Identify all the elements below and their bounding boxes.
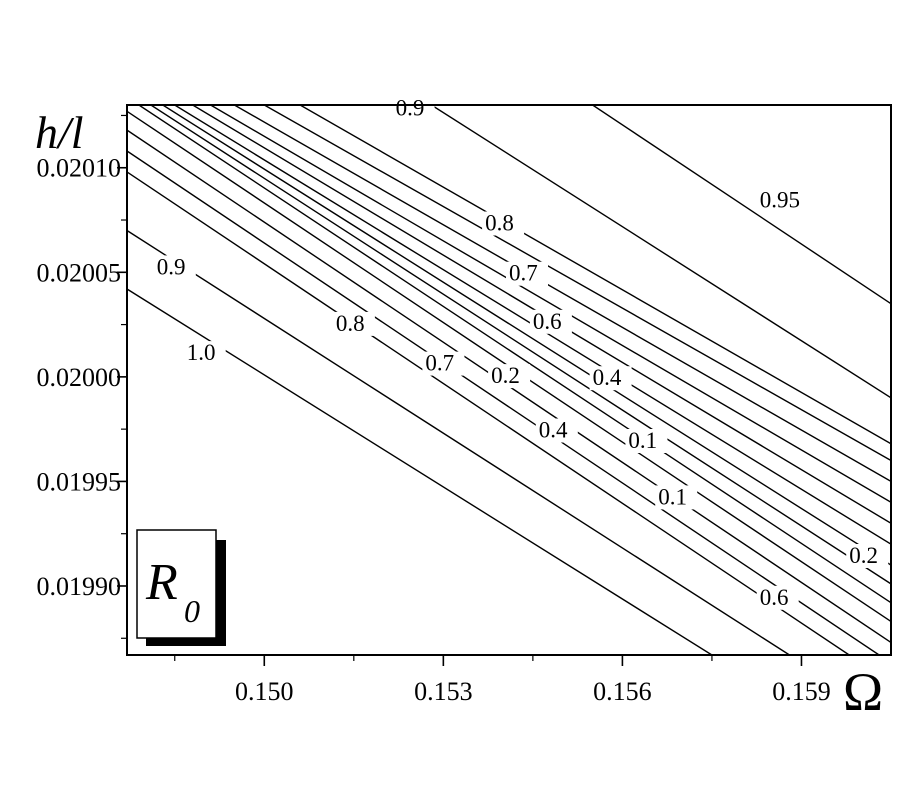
contour-line-14 (263, 105, 891, 462)
contour-line-13 (234, 105, 891, 483)
contour-label-bg-1 (392, 96, 435, 121)
x-tick-label-1: 0.150 (235, 677, 294, 706)
contour-label-16: 0.6 (760, 585, 789, 610)
contour-label-group: 0.9 0.95 0.8 0.7 0.6 0.4 0.9 0.8 1.0 0.7 0.2 0.4 0.1… (153, 96, 889, 610)
contour-label-bg-11 (488, 364, 531, 389)
contour-label-bg-4 (506, 261, 548, 286)
x-tick-label-3: 0.156 (593, 677, 652, 706)
y-tick-label-3: 0.02000 (37, 363, 122, 392)
contour-label-bg-3 (482, 211, 525, 236)
contour-label-bg-14 (655, 485, 698, 510)
contour-label-bg-10 (422, 351, 465, 376)
contour-label-7: 0.9 (157, 254, 186, 279)
contour-line-12 (210, 105, 891, 503)
contour-label-5: 0.6 (533, 309, 562, 334)
y-axis-title: h/l (35, 107, 84, 158)
contour-line-15 (299, 105, 891, 445)
contour-label-bg-9 (183, 341, 226, 366)
contour-label-14: 0.1 (658, 484, 687, 509)
legend-subscript: 0 (184, 593, 200, 629)
contour-line-16 (431, 105, 891, 399)
contour-line-17 (592, 105, 891, 305)
contour-label-bg-15 (846, 544, 889, 568)
contour-label-bg-12 (535, 418, 578, 443)
x-axis-title: Ω (843, 662, 883, 722)
y-tick-label-4: 0.01995 (37, 467, 122, 496)
contour-label-bg-13 (625, 429, 668, 453)
axis-ticks: 0.150 0.153 0.156 0.159 0.02010 0.02005 0.0200… (37, 114, 831, 706)
contour-label-bg-7 (153, 255, 196, 280)
contour-label-bg-8 (332, 311, 375, 336)
legend-panel (136, 529, 217, 639)
x-tick-label-4: 0.159 (772, 677, 831, 706)
contour-line-7 (138, 105, 891, 604)
contour-label-bg-2 (756, 188, 811, 213)
contour-label-4: 0.7 (509, 261, 538, 286)
y-tick-label-1: 0.02010 (37, 154, 122, 183)
contour-label-10: 0.7 (425, 351, 454, 376)
contour-label-9: 1.0 (187, 340, 216, 365)
contour-line-3 (127, 171, 850, 655)
contour-label-bg-5 (529, 309, 572, 334)
contour-label-11: 0.2 (491, 363, 520, 388)
contour-label-12: 0.4 (539, 418, 568, 443)
legend-label: R (145, 554, 178, 611)
contour-label-bg-16 (756, 585, 799, 610)
contour-label-6: 0.4 (593, 365, 622, 390)
legend-box: R 0 (136, 529, 226, 646)
x-tick-label-2: 0.153 (414, 677, 473, 706)
contour-label-15: 0.2 (849, 543, 878, 568)
contour-label-2: 0.95 (760, 188, 800, 213)
contour-label-8: 0.8 (336, 311, 365, 336)
contour-label-3: 0.8 (485, 211, 514, 236)
y-tick-label-2: 0.02005 (37, 258, 122, 287)
contour-line-9 (162, 105, 891, 566)
contour-label-bg-6 (589, 366, 632, 391)
plot-frame (126, 104, 892, 656)
contour-label-1: 0.9 (396, 96, 425, 121)
contour-line-4 (127, 150, 880, 655)
contour-label-13: 0.1 (628, 428, 657, 453)
contour-line-8 (150, 105, 891, 585)
y-tick-label-5: 0.01990 (37, 572, 122, 601)
contour-line-2 (127, 229, 790, 655)
